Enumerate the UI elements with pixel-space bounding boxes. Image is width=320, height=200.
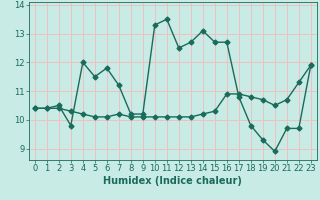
X-axis label: Humidex (Indice chaleur): Humidex (Indice chaleur) — [103, 176, 242, 186]
